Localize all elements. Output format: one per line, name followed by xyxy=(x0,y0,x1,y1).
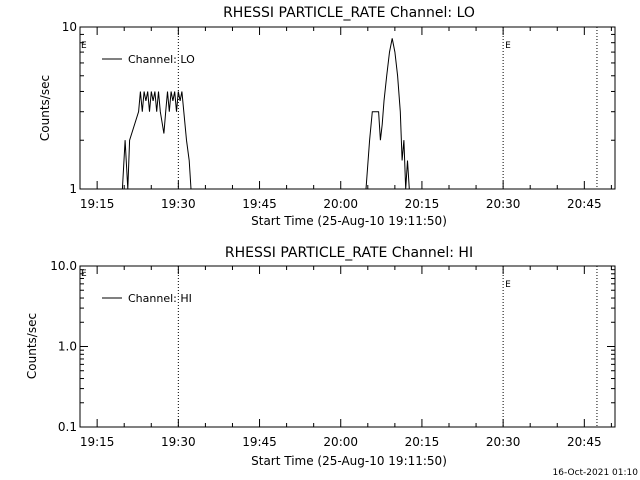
y-tick-label: 1.0 xyxy=(58,340,77,354)
x-tick-label: 20:00 xyxy=(323,435,358,449)
x-tick-label: 19:30 xyxy=(161,435,196,449)
x-tick-label: 20:15 xyxy=(405,435,440,449)
footer-timestamp: 16-Oct-2021 01:10 xyxy=(553,468,639,478)
legend-label-lo: Channel: LO xyxy=(128,53,195,66)
x-axis-label-hi: Start Time (25-Aug-10 19:11:50) xyxy=(251,454,447,468)
y-axis-label-hi: Counts/sec xyxy=(25,313,39,379)
x-tick-label: 19:45 xyxy=(242,435,277,449)
y-tick-label: 10.0 xyxy=(50,259,77,273)
edge-label-left-lo: E xyxy=(81,41,87,51)
plot-frame-hi xyxy=(79,265,616,428)
y-tick-label: 1 xyxy=(69,182,77,196)
x-tick-label: 20:00 xyxy=(323,197,358,211)
y-ticks-lo: 1 10 xyxy=(62,20,615,196)
x-tick-label: 19:15 xyxy=(80,197,115,211)
x-tick-label: 19:45 xyxy=(242,197,277,211)
vertical-markers-hi: E xyxy=(177,266,598,427)
chart-title-lo: RHESSI PARTICLE_RATE Channel: LO xyxy=(223,5,475,21)
x-tick-label: 19:15 xyxy=(80,435,115,449)
y-ticks-hi: 0.1 1.0 10.0 xyxy=(50,259,615,434)
series-line-lo xyxy=(121,38,410,190)
vertical-markers-lo: E xyxy=(177,27,598,189)
x-tick-label: 20:15 xyxy=(405,197,440,211)
event-marker-label: E xyxy=(505,280,511,290)
x-tick-label: 20:30 xyxy=(486,197,521,211)
x-ticks-hi: 19:15 19:30 19:45 20:00 20:15 20:30 20:45 xyxy=(80,266,612,449)
panel-hi: RHESSI PARTICLE_RATE Channel: HI Start T… xyxy=(25,245,616,468)
chart-title-hi: RHESSI PARTICLE_RATE Channel: HI xyxy=(225,245,473,261)
legend-label-hi: Channel: HI xyxy=(128,292,192,305)
plot-frame-lo xyxy=(79,26,616,190)
x-tick-label: 20:30 xyxy=(486,435,521,449)
x-tick-label: 20:45 xyxy=(567,197,602,211)
y-tick-label: 0.1 xyxy=(58,420,77,434)
panel-lo: RHESSI PARTICLE_RATE Channel: LO Start T… xyxy=(38,5,616,228)
y-axis-label-lo: Counts/sec xyxy=(38,75,52,141)
x-tick-label: 19:30 xyxy=(161,197,196,211)
event-marker-label: E xyxy=(505,41,511,51)
y-tick-label: 10 xyxy=(62,20,77,34)
x-tick-label: 20:45 xyxy=(567,435,602,449)
x-axis-label-lo: Start Time (25-Aug-10 19:11:50) xyxy=(251,214,447,228)
